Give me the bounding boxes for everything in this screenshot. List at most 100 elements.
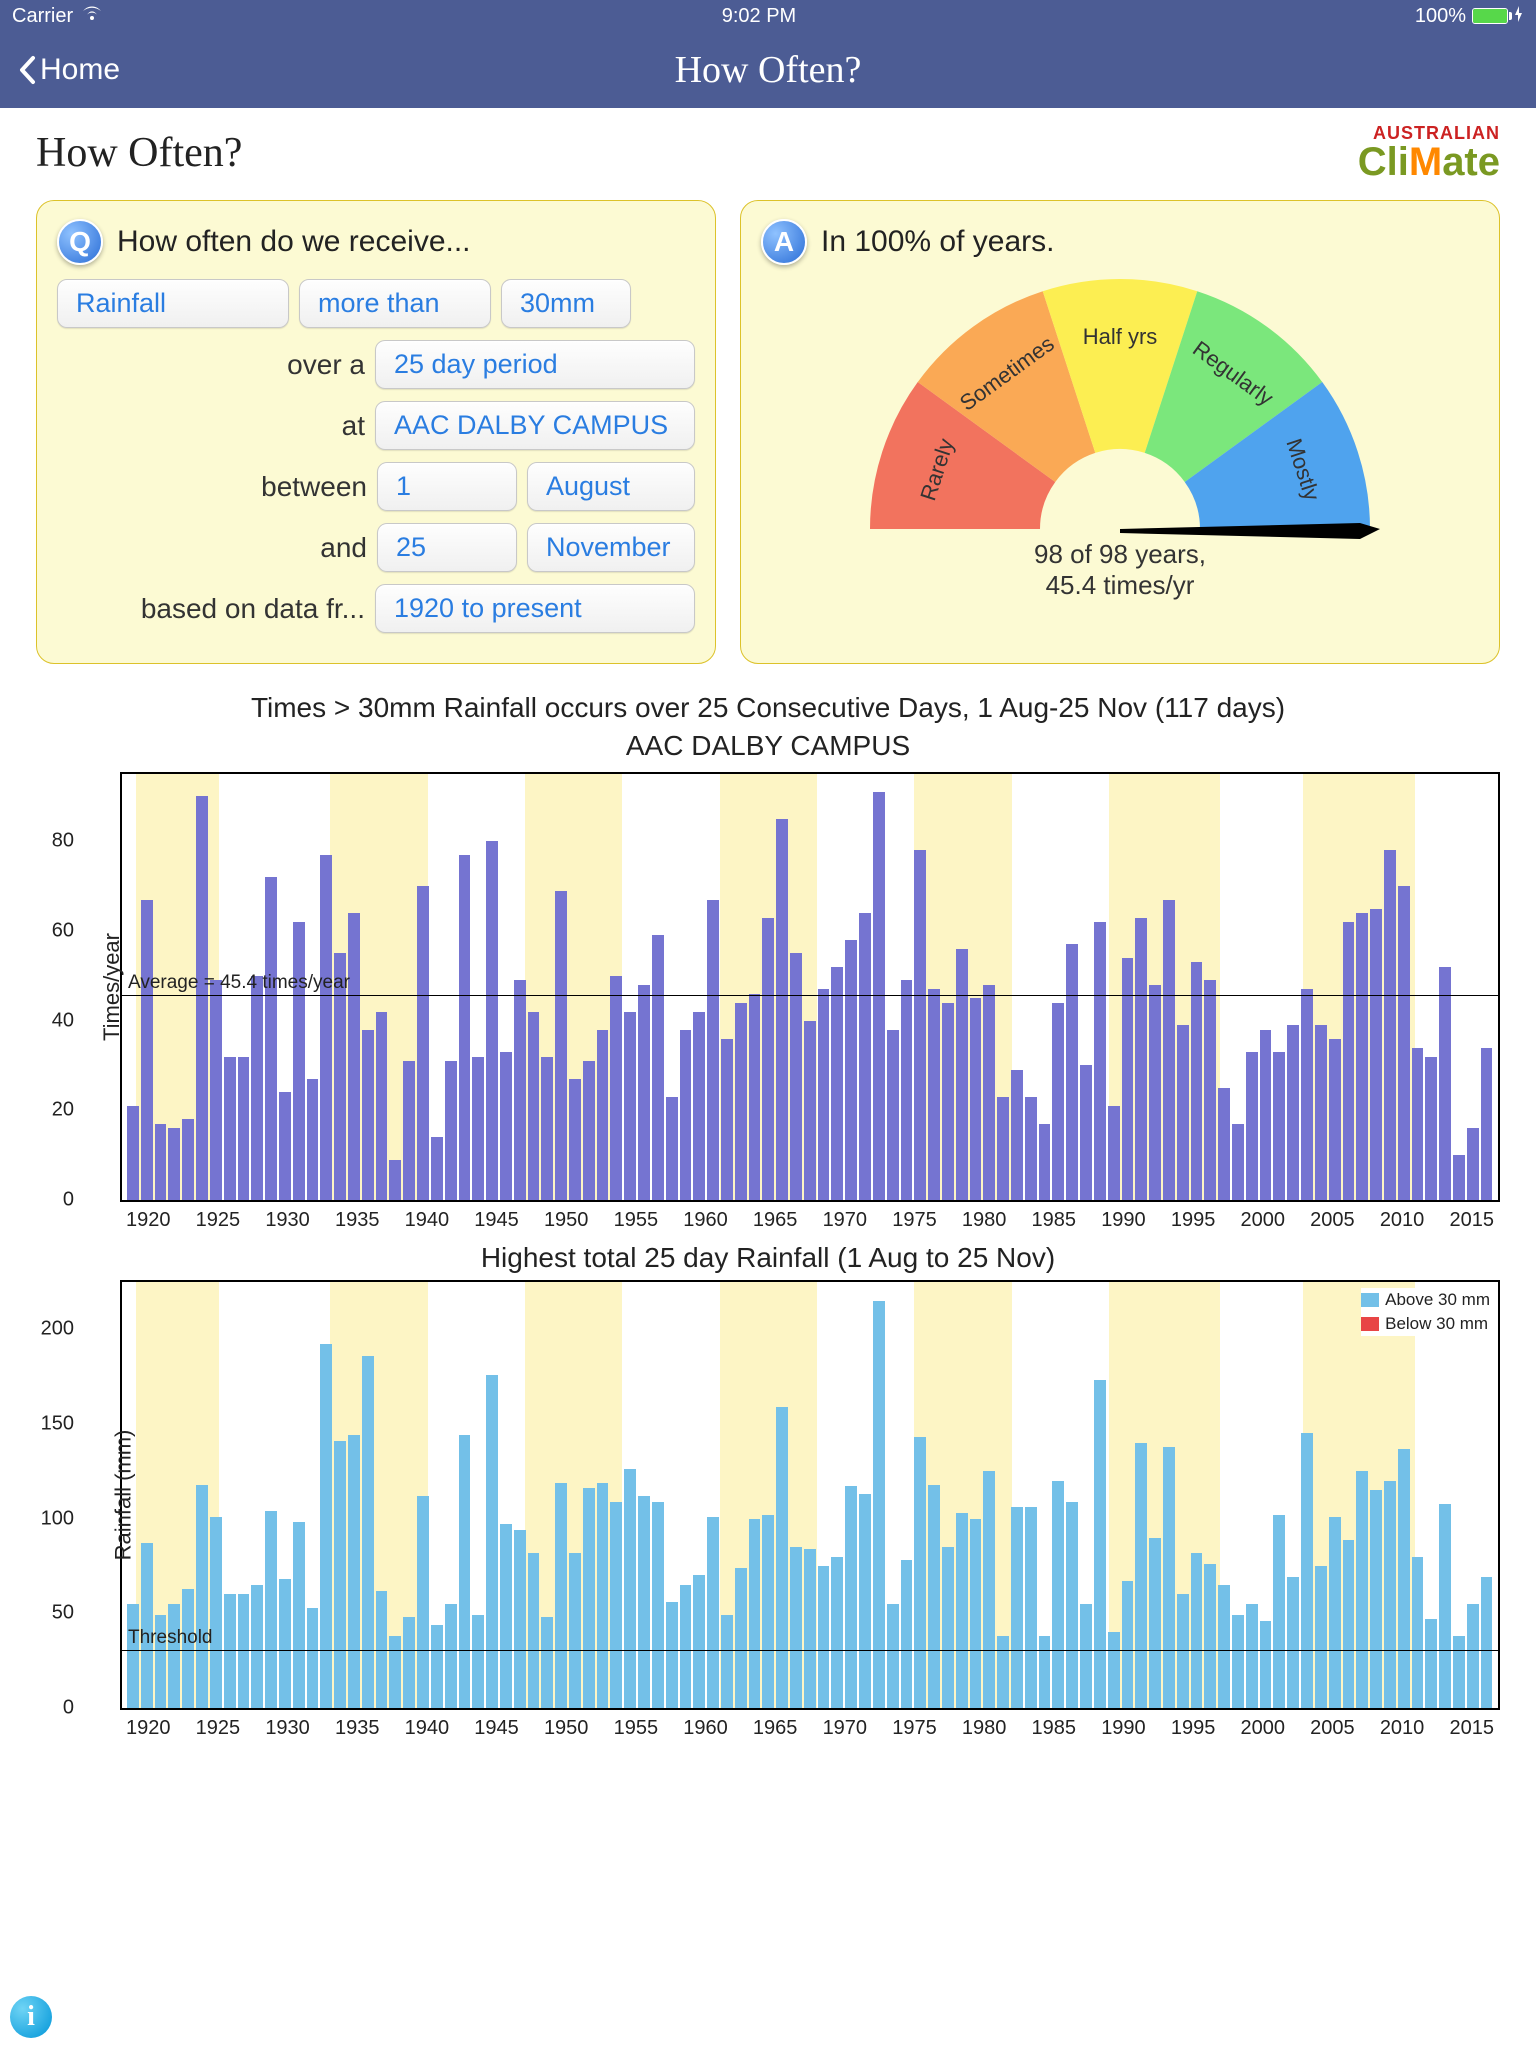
bar bbox=[735, 1568, 747, 1708]
start-month-select[interactable]: August bbox=[527, 462, 695, 511]
start-day-select[interactable]: 1 bbox=[377, 462, 517, 511]
bar bbox=[541, 1617, 553, 1708]
bar bbox=[265, 877, 277, 1200]
bar bbox=[389, 1160, 401, 1200]
bar bbox=[500, 1052, 512, 1200]
bar bbox=[141, 900, 153, 1200]
bar bbox=[348, 1435, 360, 1708]
xtick: 1980 bbox=[962, 1717, 1007, 1740]
bar bbox=[1191, 962, 1203, 1200]
bar bbox=[1163, 900, 1175, 1200]
bar bbox=[776, 1407, 788, 1708]
reference-line bbox=[122, 995, 1498, 997]
end-day-select[interactable]: 25 bbox=[377, 523, 517, 572]
bar bbox=[776, 819, 788, 1200]
bar bbox=[1439, 967, 1451, 1200]
bar bbox=[279, 1579, 291, 1708]
amount-select[interactable]: 30mm bbox=[501, 279, 631, 328]
ytick: 60 bbox=[52, 919, 74, 942]
operator-select[interactable]: more than bbox=[299, 279, 491, 328]
xtick: 1990 bbox=[1101, 1209, 1146, 1232]
nav-title: How Often? bbox=[675, 48, 862, 92]
bar bbox=[1398, 886, 1410, 1200]
back-button[interactable]: Home bbox=[18, 53, 120, 87]
bar bbox=[528, 1012, 540, 1200]
xtick: 1985 bbox=[1032, 1209, 1077, 1232]
xtick: 1990 bbox=[1101, 1717, 1146, 1740]
bar bbox=[804, 1021, 816, 1200]
bar bbox=[431, 1625, 443, 1708]
variable-select[interactable]: Rainfall bbox=[57, 279, 289, 328]
end-month-select[interactable]: November bbox=[527, 523, 695, 572]
battery-icon bbox=[1472, 8, 1508, 24]
bar bbox=[1412, 1048, 1424, 1200]
bar bbox=[666, 1602, 678, 1708]
bar bbox=[790, 953, 802, 1200]
bar bbox=[652, 1502, 664, 1708]
xtick: 1945 bbox=[474, 1717, 519, 1740]
back-label: Home bbox=[40, 53, 120, 87]
bar bbox=[845, 1486, 857, 1708]
bar bbox=[1025, 1507, 1037, 1708]
bar bbox=[403, 1061, 415, 1200]
bar bbox=[320, 855, 332, 1200]
bar bbox=[1163, 1447, 1175, 1708]
carrier-label: Carrier bbox=[12, 5, 73, 28]
bar bbox=[1453, 1155, 1465, 1200]
location-select[interactable]: AAC DALBY CAMPUS bbox=[375, 401, 695, 450]
bar bbox=[196, 796, 208, 1200]
bar bbox=[790, 1547, 802, 1708]
bar bbox=[680, 1030, 692, 1200]
question-head: How often do we receive... bbox=[117, 225, 471, 259]
bar bbox=[348, 913, 360, 1200]
bar bbox=[666, 1097, 678, 1200]
bar bbox=[721, 1615, 733, 1708]
bar bbox=[735, 1003, 747, 1200]
between-label: between bbox=[261, 471, 367, 503]
xtick: 1960 bbox=[683, 1717, 728, 1740]
question-panel: Q How often do we receive... Rainfall mo… bbox=[36, 200, 716, 664]
info-icon[interactable]: i bbox=[10, 1996, 52, 2038]
range-select[interactable]: 1920 to present bbox=[375, 584, 695, 633]
bar bbox=[307, 1079, 319, 1200]
bar bbox=[859, 1494, 871, 1708]
xtick: 1950 bbox=[544, 1717, 589, 1740]
chart2: Rainfall (mm) 050100150200Threshold19201… bbox=[120, 1280, 1500, 1710]
bar bbox=[168, 1128, 180, 1200]
bar bbox=[956, 949, 968, 1200]
xtick: 2015 bbox=[1449, 1717, 1494, 1740]
bar bbox=[307, 1608, 319, 1708]
reference-label: Threshold bbox=[128, 1627, 213, 1649]
bar bbox=[942, 1003, 954, 1200]
bar bbox=[1177, 1025, 1189, 1200]
bar bbox=[1301, 989, 1313, 1200]
bar bbox=[486, 1375, 498, 1708]
bar bbox=[1260, 1030, 1272, 1200]
bar bbox=[1246, 1604, 1258, 1708]
bar bbox=[1149, 1538, 1161, 1708]
xtick: 1925 bbox=[196, 1209, 241, 1232]
bar bbox=[901, 980, 913, 1200]
q-badge-icon: Q bbox=[57, 219, 103, 265]
bar bbox=[680, 1585, 692, 1708]
xtick: 2015 bbox=[1449, 1209, 1494, 1232]
bar bbox=[997, 1097, 1009, 1200]
period-select[interactable]: 25 day period bbox=[375, 340, 695, 389]
xtick: 1930 bbox=[265, 1209, 310, 1232]
bar bbox=[1204, 1564, 1216, 1708]
bar bbox=[1218, 1585, 1230, 1708]
bar bbox=[1467, 1604, 1479, 1708]
xtick: 1995 bbox=[1171, 1209, 1216, 1232]
bar bbox=[127, 1604, 139, 1708]
bar bbox=[569, 1079, 581, 1200]
ytick: 40 bbox=[52, 1009, 74, 1032]
bar bbox=[334, 1441, 346, 1708]
bar bbox=[1273, 1052, 1285, 1200]
bar bbox=[1052, 1003, 1064, 1200]
bar bbox=[486, 841, 498, 1200]
bar bbox=[500, 1524, 512, 1708]
bar bbox=[1343, 1540, 1355, 1709]
bar bbox=[970, 998, 982, 1200]
svg-text:Half yrs: Half yrs bbox=[1083, 324, 1158, 349]
bar bbox=[403, 1617, 415, 1708]
